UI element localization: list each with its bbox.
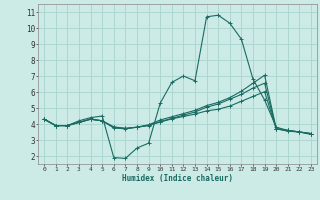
X-axis label: Humidex (Indice chaleur): Humidex (Indice chaleur) xyxy=(122,174,233,183)
